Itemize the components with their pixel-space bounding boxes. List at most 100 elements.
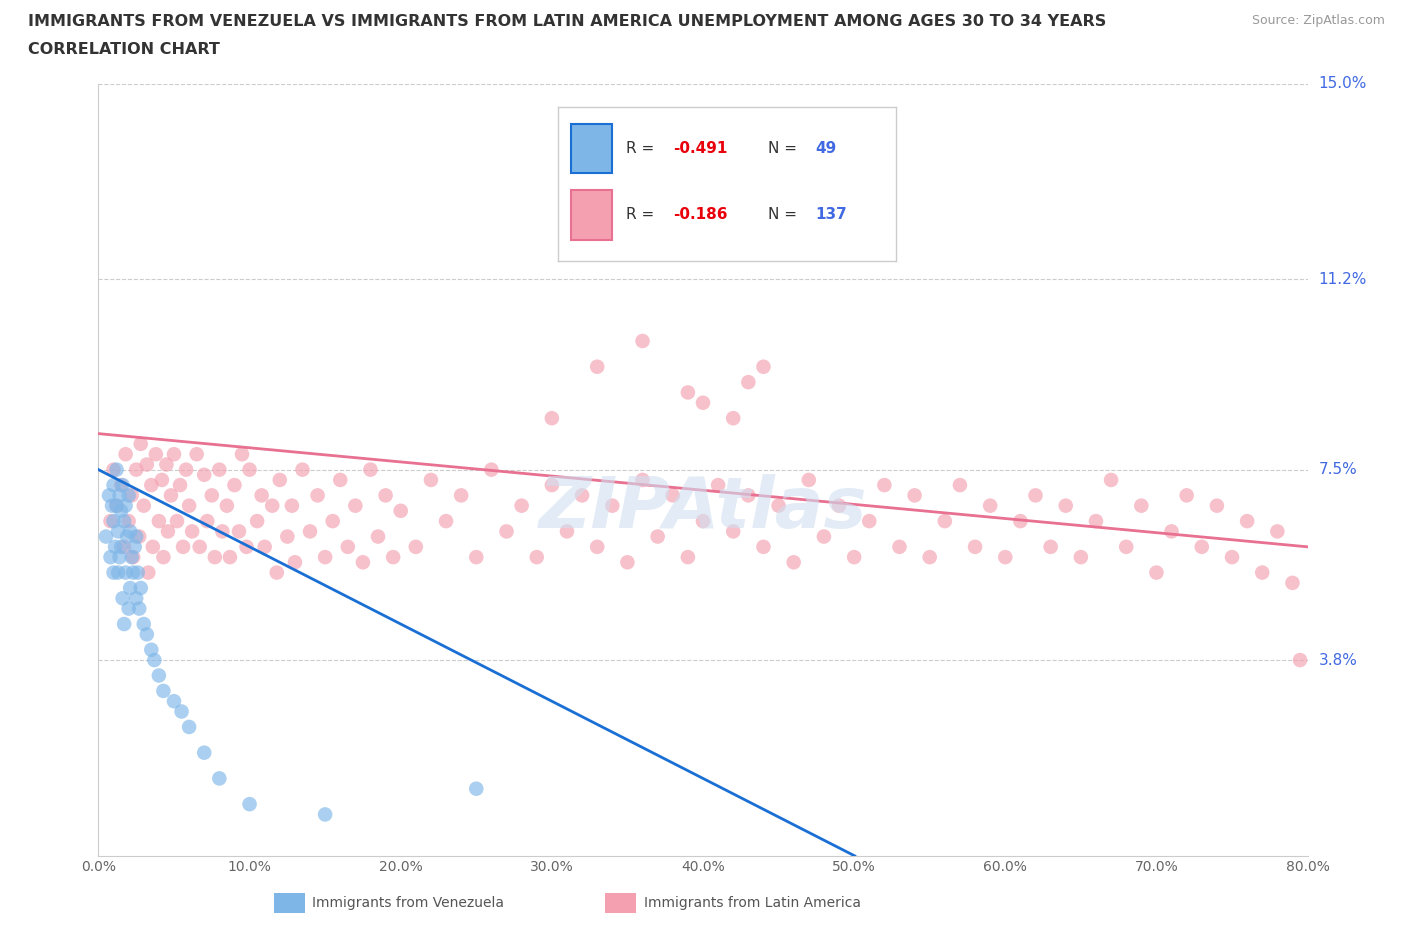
Point [1281, 576, 1303, 591]
Point [1130, 498, 1153, 513]
Point [104, 539, 127, 554]
Point [120, 524, 142, 538]
Text: ZIPAtlas: ZIPAtlas [538, 473, 868, 543]
Point [224, 478, 246, 493]
Point [1070, 550, 1092, 565]
Point [112, 513, 135, 528]
Point [465, 550, 488, 565]
Point [136, 565, 159, 580]
Point [114, 498, 136, 513]
Text: Source: ZipAtlas.com: Source: ZipAtlas.com [1251, 14, 1385, 27]
Point [465, 781, 488, 796]
Point [405, 539, 427, 554]
Point [103, 462, 125, 477]
Point [108, 550, 131, 565]
Point [526, 550, 548, 565]
Point [204, 550, 226, 565]
Point [152, 550, 174, 565]
Point [135, 457, 157, 472]
Point [676, 550, 699, 565]
Point [148, 513, 170, 528]
Point [110, 478, 132, 493]
Point [768, 498, 790, 513]
Text: CORRELATION CHART: CORRELATION CHART [28, 42, 219, 57]
Point [360, 462, 382, 477]
Point [1267, 524, 1289, 538]
Point [797, 472, 820, 487]
Point [1115, 539, 1137, 554]
Point [122, 550, 145, 565]
Text: 3.8%: 3.8% [1319, 653, 1358, 668]
Point [114, 446, 136, 461]
Point [1024, 488, 1046, 503]
Point [112, 617, 135, 631]
Point [132, 617, 155, 631]
Point [170, 704, 193, 719]
Point [195, 513, 218, 528]
Point [94, 529, 117, 544]
Point [129, 580, 152, 595]
Text: 7.5%: 7.5% [1319, 462, 1357, 477]
Point [1085, 513, 1108, 528]
Point [125, 462, 148, 477]
Point [434, 513, 457, 528]
Point [723, 524, 745, 538]
Point [602, 498, 624, 513]
Point [692, 513, 714, 528]
Point [148, 668, 170, 683]
Point [166, 513, 188, 528]
Point [110, 503, 132, 518]
Point [186, 446, 208, 461]
Point [105, 462, 128, 477]
Point [555, 524, 578, 538]
Point [1054, 498, 1077, 513]
Point [129, 436, 152, 451]
Point [163, 694, 186, 709]
Point [201, 488, 224, 503]
Point [125, 591, 148, 605]
Point [239, 462, 262, 477]
Point [110, 539, 132, 554]
Point [540, 478, 562, 493]
Point [367, 529, 389, 544]
Text: 15.0%: 15.0% [1319, 76, 1367, 91]
Point [155, 457, 177, 472]
Point [169, 478, 191, 493]
Point [103, 513, 125, 528]
Point [481, 462, 503, 477]
Point [723, 411, 745, 426]
Point [1236, 513, 1258, 528]
Point [193, 745, 215, 760]
Point [752, 539, 775, 554]
Point [179, 720, 201, 735]
Point [114, 565, 136, 580]
Point [160, 488, 183, 503]
Point [253, 539, 276, 554]
Point [111, 591, 134, 605]
Text: Immigrants from Venezuela: Immigrants from Venezuela [312, 896, 505, 910]
Point [219, 550, 242, 565]
Point [631, 472, 654, 487]
Point [250, 488, 273, 503]
Point [276, 529, 298, 544]
Point [586, 539, 609, 554]
Point [828, 498, 851, 513]
Point [737, 375, 759, 390]
Point [495, 524, 517, 538]
Point [142, 539, 165, 554]
Point [389, 503, 412, 518]
Point [336, 539, 359, 554]
Point [291, 462, 314, 477]
Point [231, 446, 253, 461]
Point [125, 529, 148, 544]
Point [228, 524, 250, 538]
Point [239, 797, 262, 812]
Point [215, 498, 238, 513]
Point [100, 513, 122, 528]
Point [103, 565, 125, 580]
Point [208, 771, 231, 786]
Point [676, 385, 699, 400]
Text: 11.2%: 11.2% [1319, 272, 1367, 286]
Point [120, 580, 142, 595]
Point [737, 488, 759, 503]
